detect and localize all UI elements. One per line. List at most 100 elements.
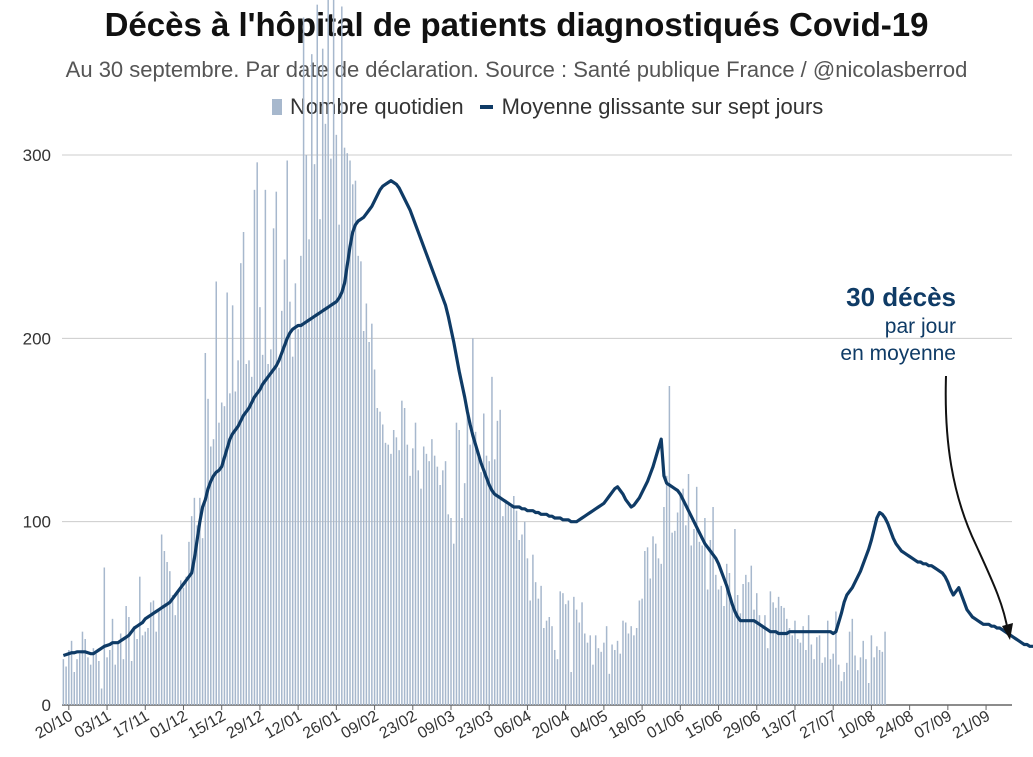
daily-bar (450, 518, 452, 705)
daily-bar (775, 607, 777, 705)
daily-bar (245, 364, 248, 705)
x-tick-label: 23/03 (453, 708, 496, 743)
daily-bar (278, 367, 280, 705)
x-tick-label: 15/12 (186, 708, 229, 743)
daily-bar (679, 494, 682, 705)
daily-bar (630, 626, 632, 705)
daily-bar (250, 376, 253, 705)
daily-bar (92, 648, 95, 705)
daily-bar (857, 670, 859, 705)
daily-bar (835, 611, 837, 705)
daily-bar (624, 622, 627, 705)
daily-bar (693, 529, 695, 705)
daily-bar (319, 219, 321, 705)
daily-bar (712, 507, 714, 705)
daily-bar (687, 474, 690, 705)
daily-bar (589, 635, 591, 705)
daily-bar (559, 591, 561, 705)
daily-bar (676, 512, 679, 705)
y-tick-label: 200 (23, 329, 51, 348)
daily-bar (335, 134, 338, 706)
daily-bar (223, 406, 226, 705)
daily-bar (199, 497, 201, 705)
daily-bar (493, 459, 496, 705)
legend-swatch-average (479, 105, 493, 109)
daily-bar (570, 672, 572, 705)
daily-bar (848, 631, 851, 705)
daily-bar (810, 644, 813, 705)
daily-bar (608, 673, 611, 705)
daily-bar (229, 393, 231, 705)
daily-bar (360, 261, 362, 705)
daily-bar (357, 255, 359, 706)
legend-label-daily: Nombre quotidien (290, 94, 464, 119)
daily-bar (706, 589, 709, 705)
daily-bar (611, 644, 613, 705)
daily-bar (316, 4, 318, 705)
daily-bar (523, 521, 526, 705)
daily-bar (540, 585, 542, 705)
daily-bar (218, 422, 220, 705)
daily-bar (321, 48, 324, 705)
daily-bar (395, 437, 398, 705)
daily-bar (725, 563, 728, 705)
daily-bar (368, 342, 370, 705)
daily-bar (821, 662, 824, 705)
daily-bar (690, 545, 692, 705)
daily-bar (769, 591, 772, 705)
daily-bar (753, 609, 755, 705)
daily-bar (373, 369, 376, 705)
daily-bar (73, 672, 76, 705)
daily-bar (668, 386, 671, 705)
daily-bar (813, 659, 815, 705)
x-tick-label: 29/06 (721, 708, 764, 743)
daily-bar (417, 470, 420, 705)
chart-subtitle: Au 30 septembre. Par date de déclaration… (65, 57, 968, 82)
daily-bar (330, 158, 332, 705)
daily-bar (141, 635, 144, 705)
daily-bar (163, 551, 166, 705)
daily-bar (818, 635, 821, 705)
annotation-line-1: par jour (884, 315, 956, 338)
daily-bar (111, 618, 114, 705)
daily-bar (472, 338, 474, 705)
daily-bar (327, 0, 329, 706)
daily-bar (422, 446, 425, 705)
daily-bar (300, 255, 302, 706)
annotation-arrow (944, 375, 1009, 633)
daily-bar (483, 413, 485, 705)
daily-bar (548, 617, 551, 705)
daily-bar (272, 228, 275, 706)
daily-bar (98, 661, 100, 705)
daily-bar (95, 653, 97, 705)
daily-bar (867, 683, 870, 705)
daily-bar (354, 180, 357, 705)
daily-bar (387, 444, 389, 705)
daily-bar (742, 584, 744, 705)
chart-title: Décès à l'hôpital de patients diagnostiq… (104, 6, 929, 43)
daily-bar (349, 160, 351, 705)
daily-bar (248, 360, 250, 705)
daily-bar (119, 633, 122, 705)
daily-bar (665, 475, 668, 705)
daily-bar (586, 642, 589, 705)
daily-bar (573, 596, 575, 705)
daily-bar (166, 562, 168, 705)
daily-bar (311, 54, 313, 705)
daily-bar (106, 657, 108, 705)
daily-bar (204, 353, 207, 705)
daily-bar (114, 664, 116, 705)
daily-bar (671, 532, 673, 705)
daily-bar (177, 591, 179, 705)
daily-bar (843, 672, 845, 705)
chart-legend: Nombre quotidien Moyenne glissante sur s… (272, 94, 823, 120)
daily-bar (513, 496, 515, 705)
daily-bar (534, 582, 537, 705)
daily-bar (646, 547, 649, 705)
daily-bar (136, 639, 138, 705)
daily-bar (657, 558, 660, 705)
daily-bar (641, 598, 643, 705)
daily-bar (461, 518, 463, 705)
daily-bar (805, 650, 807, 705)
